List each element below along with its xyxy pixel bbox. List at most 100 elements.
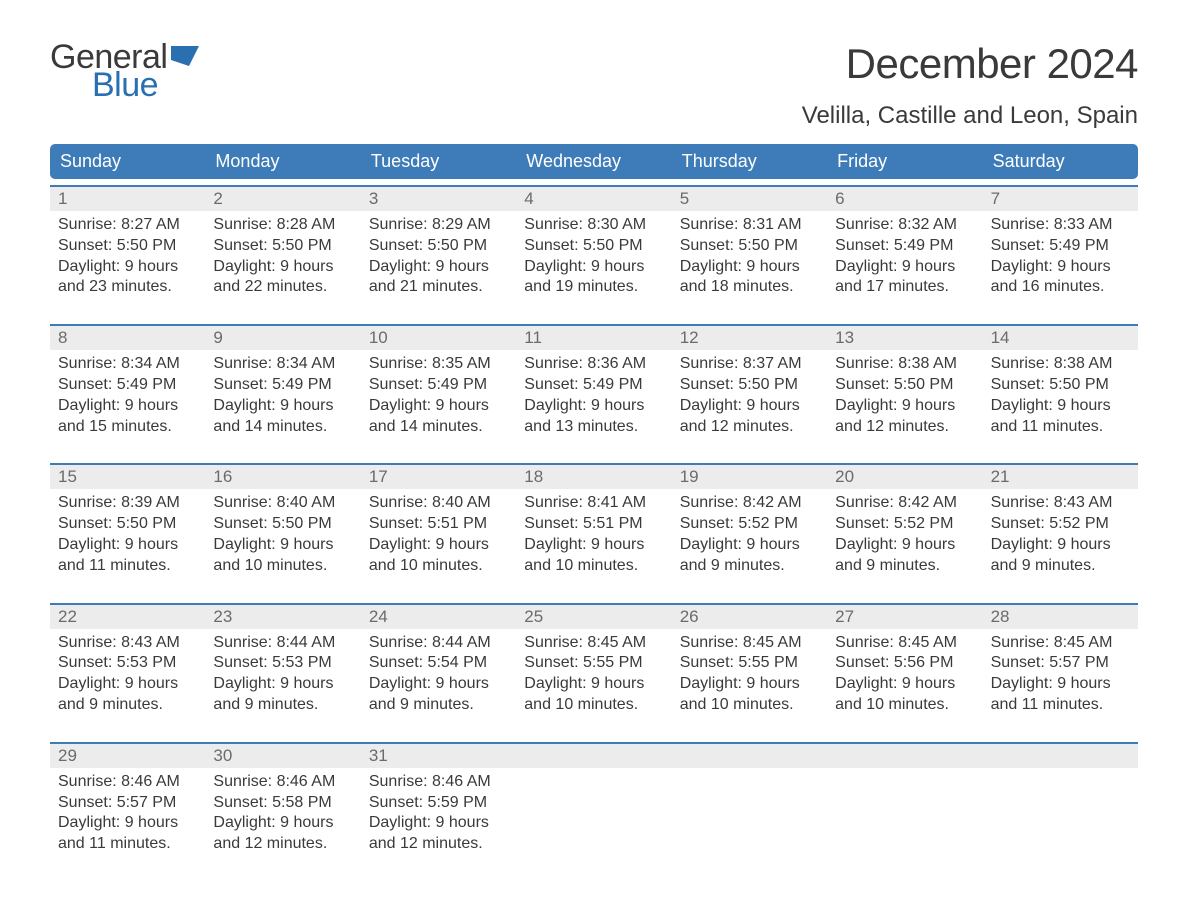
day-cell: Sunrise: 8:39 AMSunset: 5:50 PMDaylight:… xyxy=(50,489,205,584)
daylight-line: Daylight: 9 hours and 9 minutes. xyxy=(991,535,1130,577)
sunrise-line: Sunrise: 8:45 AM xyxy=(680,633,819,654)
page-title: December 2024 xyxy=(802,40,1138,88)
day-cell: Sunrise: 8:46 AMSunset: 5:57 PMDaylight:… xyxy=(50,768,205,863)
weekday-header-cell: Friday xyxy=(827,144,982,179)
day-cell: Sunrise: 8:43 AMSunset: 5:53 PMDaylight:… xyxy=(50,629,205,724)
day-number: 3 xyxy=(361,187,516,211)
sunrise-line: Sunrise: 8:44 AM xyxy=(213,633,352,654)
calendar-week: 293031 Sunrise: 8:46 AMSunset: 5:57 PMDay… xyxy=(50,742,1138,863)
sunrise-line: Sunrise: 8:46 AM xyxy=(369,772,508,793)
sunset-line: Sunset: 5:54 PM xyxy=(369,653,508,674)
sunset-line: Sunset: 5:53 PM xyxy=(58,653,197,674)
day-number: 12 xyxy=(672,326,827,350)
day-number: 23 xyxy=(205,605,360,629)
day-cell: Sunrise: 8:41 AMSunset: 5:51 PMDaylight:… xyxy=(516,489,671,584)
daylight-line: Daylight: 9 hours and 13 minutes. xyxy=(524,396,663,438)
day-cell: Sunrise: 8:42 AMSunset: 5:52 PMDaylight:… xyxy=(827,489,982,584)
daylight-line: Daylight: 9 hours and 9 minutes. xyxy=(58,674,197,716)
daylight-line: Daylight: 9 hours and 21 minutes. xyxy=(369,257,508,299)
day-number: 8 xyxy=(50,326,205,350)
day-number: 31 xyxy=(361,744,516,768)
sunrise-line: Sunrise: 8:46 AM xyxy=(58,772,197,793)
weekday-header-cell: Tuesday xyxy=(361,144,516,179)
day-number: 24 xyxy=(361,605,516,629)
sunrise-line: Sunrise: 8:39 AM xyxy=(58,493,197,514)
day-number: 20 xyxy=(827,465,982,489)
day-cell: Sunrise: 8:34 AMSunset: 5:49 PMDaylight:… xyxy=(205,350,360,445)
sunset-line: Sunset: 5:50 PM xyxy=(369,236,508,257)
day-cell: Sunrise: 8:45 AMSunset: 5:55 PMDaylight:… xyxy=(672,629,827,724)
day-number: 25 xyxy=(516,605,671,629)
sunrise-line: Sunrise: 8:45 AM xyxy=(524,633,663,654)
day-cell xyxy=(983,768,1138,863)
sunrise-line: Sunrise: 8:33 AM xyxy=(991,215,1130,236)
daylight-line: Daylight: 9 hours and 10 minutes. xyxy=(835,674,974,716)
sunrise-line: Sunrise: 8:35 AM xyxy=(369,354,508,375)
sunset-line: Sunset: 5:52 PM xyxy=(835,514,974,535)
sunset-line: Sunset: 5:50 PM xyxy=(58,514,197,535)
day-number: 2 xyxy=(205,187,360,211)
day-cell: Sunrise: 8:33 AMSunset: 5:49 PMDaylight:… xyxy=(983,211,1138,306)
daylight-line: Daylight: 9 hours and 9 minutes. xyxy=(680,535,819,577)
day-cell: Sunrise: 8:46 AMSunset: 5:59 PMDaylight:… xyxy=(361,768,516,863)
sunset-line: Sunset: 5:50 PM xyxy=(213,514,352,535)
calendar: SundayMondayTuesdayWednesdayThursdayFrid… xyxy=(50,144,1138,863)
weekday-header-cell: Saturday xyxy=(983,144,1138,179)
sunset-line: Sunset: 5:50 PM xyxy=(524,236,663,257)
day-number: 11 xyxy=(516,326,671,350)
sunrise-line: Sunrise: 8:27 AM xyxy=(58,215,197,236)
day-cell: Sunrise: 8:31 AMSunset: 5:50 PMDaylight:… xyxy=(672,211,827,306)
day-cell: Sunrise: 8:38 AMSunset: 5:50 PMDaylight:… xyxy=(827,350,982,445)
daylight-line: Daylight: 9 hours and 9 minutes. xyxy=(835,535,974,577)
day-number: 10 xyxy=(361,326,516,350)
day-cell: Sunrise: 8:28 AMSunset: 5:50 PMDaylight:… xyxy=(205,211,360,306)
sunset-line: Sunset: 5:52 PM xyxy=(680,514,819,535)
daylight-line: Daylight: 9 hours and 12 minutes. xyxy=(213,813,352,855)
day-number xyxy=(983,744,1138,768)
sunrise-line: Sunrise: 8:34 AM xyxy=(213,354,352,375)
sunrise-line: Sunrise: 8:37 AM xyxy=(680,354,819,375)
day-number: 26 xyxy=(672,605,827,629)
day-cell: Sunrise: 8:42 AMSunset: 5:52 PMDaylight:… xyxy=(672,489,827,584)
day-cell: Sunrise: 8:29 AMSunset: 5:50 PMDaylight:… xyxy=(361,211,516,306)
day-number: 30 xyxy=(205,744,360,768)
sunset-line: Sunset: 5:59 PM xyxy=(369,793,508,814)
daylight-line: Daylight: 9 hours and 12 minutes. xyxy=(369,813,508,855)
sunset-line: Sunset: 5:49 PM xyxy=(213,375,352,396)
day-cell xyxy=(516,768,671,863)
daynum-row: 891011121314 xyxy=(50,326,1138,350)
sunset-line: Sunset: 5:50 PM xyxy=(835,375,974,396)
sunrise-line: Sunrise: 8:41 AM xyxy=(524,493,663,514)
daylight-line: Daylight: 9 hours and 11 minutes. xyxy=(991,396,1130,438)
day-number: 14 xyxy=(983,326,1138,350)
daylight-line: Daylight: 9 hours and 10 minutes. xyxy=(524,674,663,716)
sunset-line: Sunset: 5:53 PM xyxy=(213,653,352,674)
day-number: 29 xyxy=(50,744,205,768)
day-cell: Sunrise: 8:40 AMSunset: 5:50 PMDaylight:… xyxy=(205,489,360,584)
sunrise-line: Sunrise: 8:45 AM xyxy=(835,633,974,654)
daylight-line: Daylight: 9 hours and 17 minutes. xyxy=(835,257,974,299)
day-cell: Sunrise: 8:45 AMSunset: 5:55 PMDaylight:… xyxy=(516,629,671,724)
sunset-line: Sunset: 5:49 PM xyxy=(991,236,1130,257)
sunrise-line: Sunrise: 8:29 AM xyxy=(369,215,508,236)
daylight-line: Daylight: 9 hours and 23 minutes. xyxy=(58,257,197,299)
sunset-line: Sunset: 5:51 PM xyxy=(369,514,508,535)
logo: General Blue xyxy=(50,40,199,102)
sunrise-line: Sunrise: 8:45 AM xyxy=(991,633,1130,654)
sunrise-line: Sunrise: 8:31 AM xyxy=(680,215,819,236)
day-number: 28 xyxy=(983,605,1138,629)
sunset-line: Sunset: 5:58 PM xyxy=(213,793,352,814)
header: General Blue December 2024 Velilla, Cast… xyxy=(50,40,1138,130)
sunrise-line: Sunrise: 8:44 AM xyxy=(369,633,508,654)
day-number: 19 xyxy=(672,465,827,489)
daylight-line: Daylight: 9 hours and 12 minutes. xyxy=(680,396,819,438)
daylight-line: Daylight: 9 hours and 9 minutes. xyxy=(213,674,352,716)
daylight-line: Daylight: 9 hours and 11 minutes. xyxy=(58,535,197,577)
daylight-line: Daylight: 9 hours and 10 minutes. xyxy=(524,535,663,577)
day-cell: Sunrise: 8:46 AMSunset: 5:58 PMDaylight:… xyxy=(205,768,360,863)
day-cell xyxy=(672,768,827,863)
weekday-header-cell: Monday xyxy=(205,144,360,179)
day-number: 27 xyxy=(827,605,982,629)
day-cell: Sunrise: 8:44 AMSunset: 5:54 PMDaylight:… xyxy=(361,629,516,724)
day-cell: Sunrise: 8:27 AMSunset: 5:50 PMDaylight:… xyxy=(50,211,205,306)
